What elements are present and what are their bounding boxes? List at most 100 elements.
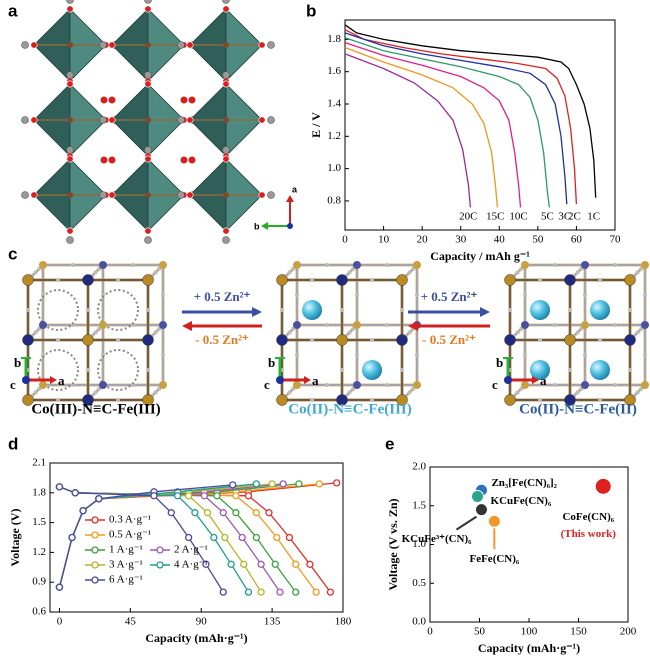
y-tick-label: 1.0 — [327, 162, 341, 174]
atom — [267, 41, 275, 49]
legend-label: 1 A·g⁻¹ — [109, 544, 143, 556]
data-point — [471, 489, 485, 503]
atom — [177, 191, 185, 199]
legend-marker — [91, 576, 99, 584]
atom — [553, 323, 557, 327]
atom — [116, 338, 120, 342]
atom — [108, 191, 116, 199]
data-line — [344, 46, 499, 208]
atom — [553, 383, 557, 387]
arrowhead — [304, 376, 311, 384]
y-tick-label: 0.5 — [412, 577, 426, 589]
metal-atom — [159, 261, 167, 269]
legend-label: 4 A·g⁻¹ — [174, 559, 208, 571]
metal-atom — [521, 321, 529, 329]
structure-label: Co(II)-N≡C-Fe(III) — [288, 401, 412, 417]
panel-label: e — [385, 434, 394, 453]
water — [100, 96, 108, 104]
atom — [643, 353, 647, 357]
metal-atom — [353, 381, 361, 389]
legend-label: 2 A·g⁻¹ — [174, 544, 208, 556]
axis-label: a — [312, 373, 319, 388]
atom — [258, 191, 266, 199]
arrowhead — [532, 376, 539, 384]
atom — [93, 330, 98, 335]
data-marker — [191, 509, 199, 517]
atom — [144, 71, 152, 79]
data-line — [344, 41, 522, 208]
x-tick-label: 0 — [427, 626, 433, 638]
atom — [295, 293, 299, 297]
metal-atom — [504, 274, 516, 286]
atom — [86, 308, 90, 312]
metal-atom — [293, 381, 301, 389]
curve-label: 1C — [587, 211, 600, 223]
plot-frame — [49, 462, 344, 613]
metal-atom — [22, 394, 34, 406]
atom — [161, 353, 165, 357]
atom — [66, 0, 74, 4]
legend-marker — [156, 561, 164, 569]
axis-origin — [276, 376, 284, 384]
metal-atom — [82, 334, 94, 346]
metal-atom — [624, 394, 636, 406]
atom — [355, 293, 359, 297]
atom — [310, 278, 314, 282]
metal-atom — [99, 381, 107, 389]
axis-label: b — [268, 355, 275, 370]
x-tick-label: 45 — [125, 616, 137, 628]
y-tick-label: 0.0 — [412, 616, 426, 628]
point-label: Zn₃[Fe(CN)₆]₂ — [491, 477, 557, 489]
data-marker — [252, 480, 261, 488]
atom — [33, 270, 38, 275]
curve-label: 5C — [541, 211, 554, 223]
y-tick-label: 1.6 — [327, 65, 341, 77]
data-marker — [184, 492, 193, 500]
x-tick-label: 180 — [335, 616, 352, 628]
forward-label: + 0.5 Zn²⁺ — [421, 289, 478, 304]
atom — [340, 308, 344, 312]
axis-origin — [504, 376, 512, 384]
zinc-ion — [590, 360, 610, 380]
atom — [116, 278, 120, 282]
structure-label: Co(II)-N≡C-Fe(II) — [519, 401, 637, 417]
atom — [287, 270, 292, 275]
atom — [56, 338, 60, 342]
y-tick-label: 1.0 — [412, 538, 426, 550]
plot-frame — [344, 19, 616, 231]
backward-label: - 0.5 Zn²⁺ — [422, 332, 476, 347]
axis-label: b — [14, 355, 21, 370]
atom — [598, 398, 602, 402]
atom — [222, 236, 230, 244]
atom — [295, 353, 299, 357]
data-marker — [71, 489, 79, 497]
panel-label: c — [8, 244, 17, 263]
data-marker — [252, 533, 261, 542]
y-tick-label: 2.0 — [412, 461, 426, 473]
atom — [186, 191, 194, 199]
atom — [222, 71, 230, 79]
atom — [325, 323, 329, 327]
data-marker — [150, 492, 158, 500]
water — [180, 96, 188, 104]
water — [188, 156, 196, 164]
arrowhead — [252, 307, 262, 317]
data-marker — [219, 588, 227, 596]
atom — [67, 42, 73, 48]
atom — [538, 398, 542, 402]
atom — [347, 330, 352, 335]
x-tick-label: 70 — [610, 234, 622, 246]
atom — [325, 383, 329, 387]
panel-label: b — [306, 1, 316, 20]
zinc-ion — [530, 360, 550, 380]
atom — [93, 270, 98, 275]
atom — [267, 191, 275, 199]
forward-label: + 0.5 Zn²⁺ — [194, 289, 251, 304]
atom — [67, 117, 73, 123]
atom — [223, 192, 229, 198]
data-marker — [279, 480, 287, 488]
y-tick-label: 1.4 — [327, 98, 341, 110]
atom — [598, 338, 602, 342]
y-tick-label: 0.9 — [32, 576, 46, 588]
data-marker — [326, 588, 335, 596]
